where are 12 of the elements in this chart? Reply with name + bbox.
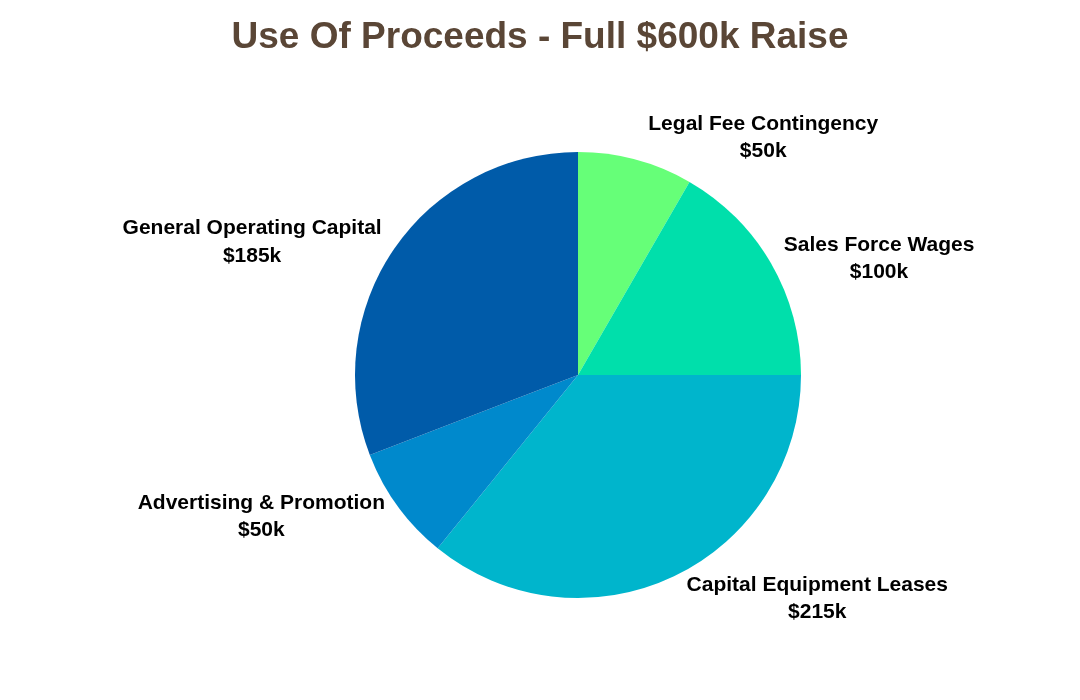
slice-label: Legal Fee Contingency [648, 110, 879, 134]
slice-label: General Operating Capital [122, 215, 382, 239]
slice-label: Sales Force Wages [783, 232, 975, 256]
data-label: $100k [849, 259, 909, 283]
data-label: $215k [788, 598, 847, 622]
chart-title: Use Of Proceeds - Full $600k Raise [231, 14, 849, 56]
data-label: $50k [237, 516, 286, 540]
data-label: $185k [222, 242, 282, 266]
pie-slice [578, 152, 690, 375]
slice-label: Advertising & Promotion [137, 489, 386, 513]
slice-label: Capital Equipment Leases [686, 571, 948, 595]
data-label: $50k [739, 138, 787, 162]
